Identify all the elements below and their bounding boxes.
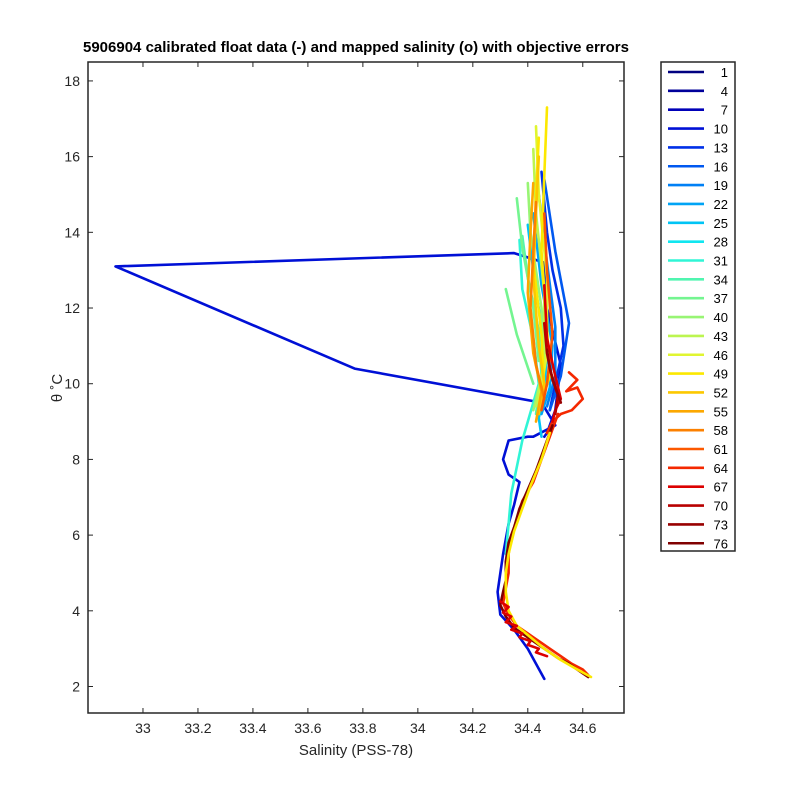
series-line-19 bbox=[540, 212, 554, 412]
y-tick-label: 6 bbox=[72, 527, 80, 543]
legend-label: 16 bbox=[714, 159, 728, 174]
legend-label: 52 bbox=[714, 385, 728, 400]
series-line-17 bbox=[526, 181, 543, 423]
y-tick-label: 2 bbox=[72, 679, 80, 695]
chart-title: 5906904 calibrated float data (-) and ma… bbox=[83, 39, 629, 56]
series-layer bbox=[114, 106, 593, 681]
x-tick-label: 34.6 bbox=[569, 720, 596, 736]
legend-box bbox=[660, 61, 736, 552]
x-tick-label: 33.2 bbox=[184, 720, 211, 736]
y-tick-label: 10 bbox=[64, 376, 80, 392]
legend-label: 7 bbox=[721, 103, 728, 118]
x-tick-label: 34.2 bbox=[459, 720, 486, 736]
legend-label: 31 bbox=[714, 254, 728, 269]
legend-label: 43 bbox=[714, 329, 728, 344]
series-line-10 bbox=[504, 287, 535, 386]
legend-label: 19 bbox=[714, 178, 728, 193]
y-tick-label: 14 bbox=[64, 224, 80, 240]
x-tick-label: 33.4 bbox=[239, 720, 266, 736]
legend-label: 58 bbox=[714, 423, 728, 438]
series-line-26 bbox=[504, 431, 593, 679]
x-axis: 33 33.2 33.4 33.6 33.8 34 34.2 34.4 34.6 bbox=[135, 62, 597, 736]
legend-label: 28 bbox=[714, 235, 728, 250]
y-tick-label: 16 bbox=[64, 149, 80, 165]
legend-label: 46 bbox=[714, 348, 728, 363]
legend-label: 70 bbox=[714, 499, 728, 514]
legend-label: 37 bbox=[714, 291, 728, 306]
legend-label: 61 bbox=[714, 442, 728, 457]
x-tick-label: 33.6 bbox=[294, 720, 321, 736]
series-line-18 bbox=[529, 200, 546, 401]
legend-label: 13 bbox=[714, 140, 728, 155]
x-axis-label: Salinity (PSS-78) bbox=[299, 742, 413, 759]
y-axis: 2 4 6 8 10 12 14 16 18 bbox=[64, 73, 624, 695]
x-tick-label: 34 bbox=[410, 720, 426, 736]
legend-label: 34 bbox=[714, 272, 728, 287]
x-tick-label: 34.4 bbox=[514, 720, 541, 736]
legend-label: 76 bbox=[714, 536, 728, 551]
legend-label: 64 bbox=[714, 461, 728, 476]
y-axis-label: θ ˚C bbox=[49, 374, 66, 403]
plot-frame bbox=[87, 61, 625, 714]
legend-label: 25 bbox=[714, 216, 728, 231]
legend-label: 73 bbox=[714, 517, 728, 532]
x-tick-label: 33.8 bbox=[349, 720, 376, 736]
x-tick-label: 33 bbox=[135, 720, 151, 736]
legend-label: 22 bbox=[714, 197, 728, 212]
legend-label: 55 bbox=[714, 404, 728, 419]
legend-label: 49 bbox=[714, 367, 728, 382]
series-line-27 bbox=[498, 599, 549, 658]
series-line-7 bbox=[504, 238, 541, 556]
series-line-23 bbox=[545, 348, 563, 404]
legend-label: 40 bbox=[714, 310, 728, 325]
y-tick-label: 12 bbox=[64, 300, 80, 316]
legend-label: 67 bbox=[714, 480, 728, 495]
y-tick-label: 8 bbox=[72, 451, 80, 467]
legend-label: 10 bbox=[714, 122, 728, 137]
y-tick-label: 18 bbox=[64, 73, 80, 89]
y-tick-label: 4 bbox=[72, 603, 80, 619]
legend: 1 4 7 10 13 16 19 22 25 28 31 34 37 40 43 46 49 52 55 58 61 6… bbox=[668, 65, 728, 551]
legend-label: 4 bbox=[721, 84, 728, 99]
legend-label: 1 bbox=[721, 65, 728, 80]
